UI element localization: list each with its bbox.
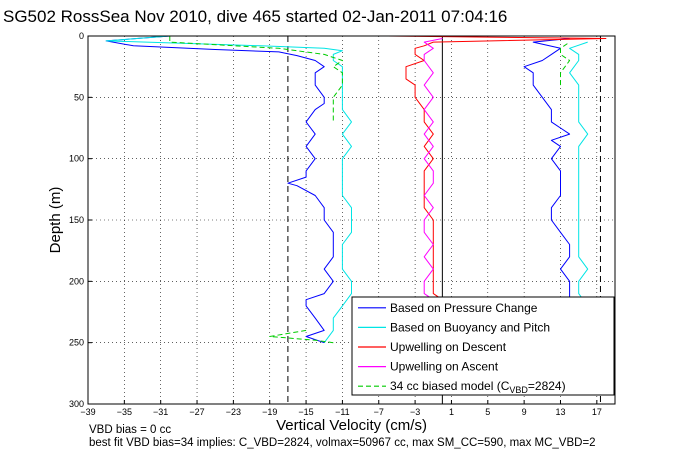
series-4-line-ascent [560,41,571,86]
series-1-line-descent [105,35,352,343]
y-tick-label: 300 [69,399,84,409]
series-4-line-descent [169,36,343,122]
y-tick-label: 200 [69,276,84,286]
x-tick-label: −23 [226,407,241,417]
footer-bias-note: VBD bias = 0 cc [89,424,171,436]
x-tick-label: −39 [80,407,95,417]
y-tick-label: 150 [69,215,84,225]
legend-label-main: 34 cc biased model (C [390,379,510,393]
x-tick-label: −3 [410,407,420,417]
legend-label: Based on Buoyancy and Pitch [390,320,550,334]
footer-fit-note: best fit VBD bias=34 implies: C_VBD=2824… [89,437,596,449]
y-tick-label: 100 [69,154,84,164]
x-axis-ticks: −39 −35 −31 −27 −23 −19 −15 −11 −7 −3 1 5 9 13 17 [80,400,602,417]
grid [87,35,615,405]
y-tick-label: 250 [69,338,84,348]
x-axis-label: Vertical Velocity (cm/s) [276,417,427,434]
legend-box [351,296,615,396]
y-tick-label: 0 [79,31,84,41]
x-tick-label: −31 [153,407,168,417]
series-3-line [423,38,443,301]
legend-label: Upwelling on Ascent [390,360,499,374]
y-tick-label: 50 [74,92,84,102]
series-2-line [387,35,607,301]
x-tick-label: 1 [449,407,454,417]
y-axis-label: Depth (m) [47,187,64,254]
x-tick-label: −15 [298,407,313,417]
x-tick-label: 17 [592,407,602,417]
legend-label-subscript: VBD [509,385,528,395]
legend-label: Upwelling on Descent [390,340,507,354]
series-1-line-ascent [569,41,589,343]
x-tick-label: −11 [335,407,350,417]
y-axis-ticks: 0 50 100 150 200 250 300 [69,31,92,409]
x-tick-label: −35 [117,407,132,417]
series-4-line-descent-deep [269,329,334,344]
legend-label-tail: =2824) [528,379,566,393]
chart-title: SG502 RossSea Nov 2010, dive 465 started… [3,7,507,26]
x-tick-label: −7 [374,407,384,417]
series-0-line-descent [105,35,334,344]
x-tick-label: 13 [555,407,565,417]
series-0-line-ascent [523,38,571,343]
legend: Based on Pressure Change Based on Buoyanc… [351,296,615,396]
legend-label: 34 cc biased model (CVBD=2824) [390,379,566,395]
x-tick-label: 5 [485,407,490,417]
legend-label: Based on Pressure Change [390,301,538,315]
x-tick-label: −19 [262,407,277,417]
plot-area [105,35,607,344]
x-tick-label: −27 [189,407,204,417]
x-tick-label: 9 [522,407,527,417]
